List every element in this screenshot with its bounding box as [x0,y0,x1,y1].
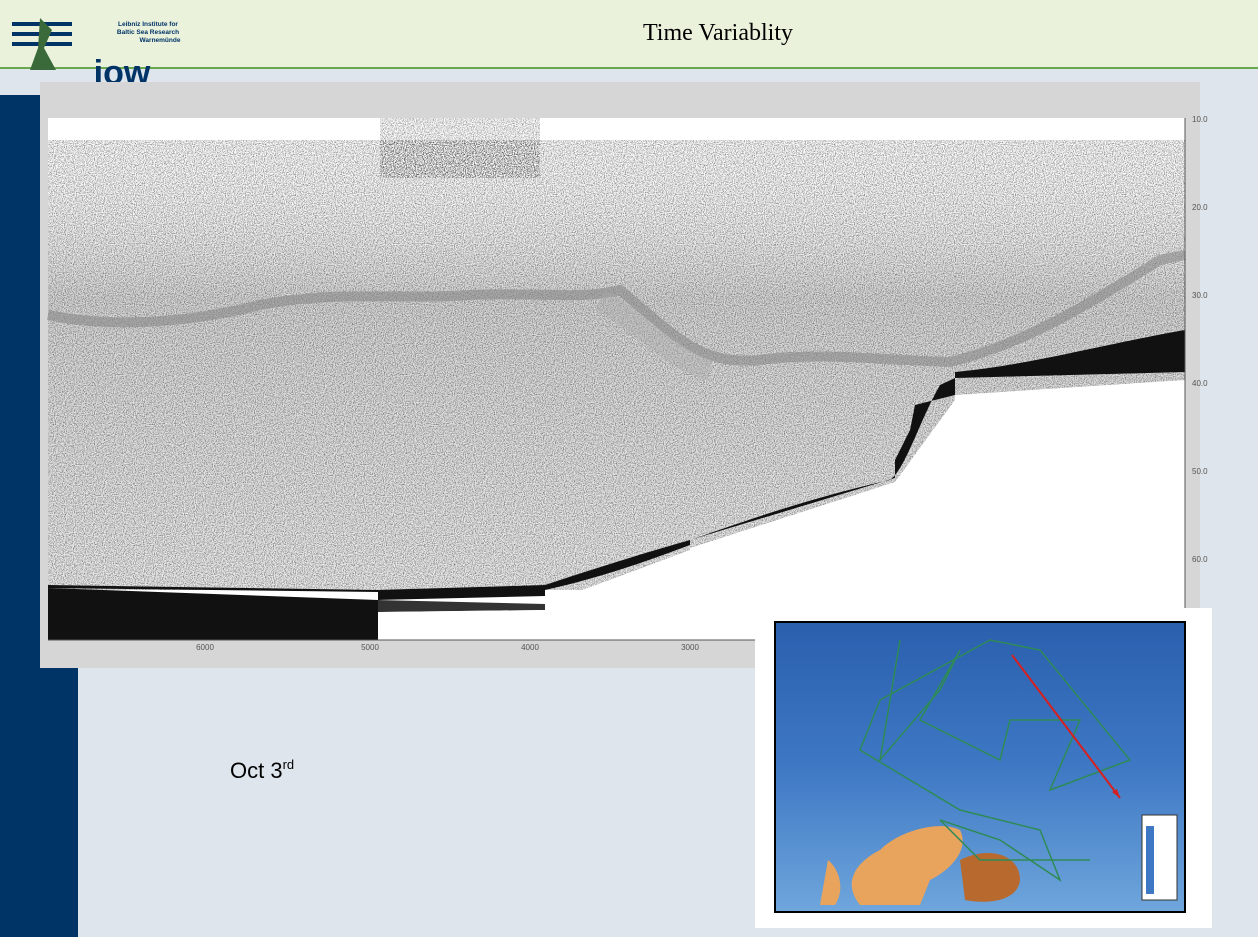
x-tick-label: 6000 [196,643,214,652]
depth-label: 10.0 [1192,115,1208,124]
depth-label: 50.0 [1192,467,1208,476]
depth-label: 60.0 [1192,555,1208,564]
depth-label: 30.0 [1192,291,1208,300]
slide: Time Variablity Leibniz Institute for Ba… [0,0,1258,937]
slide-title: Time Variablity [643,20,793,46]
caption: Oct 3rd [230,757,294,783]
slide-graphics: Time Variablity Leibniz Institute for Ba… [0,0,1258,937]
depth-label: 40.0 [1192,379,1208,388]
echogram: 6000 5000 4000 3000 10.0 20.0 30.0 40.0 … [40,82,1208,668]
caption-superscript: rd [283,757,295,772]
x-tick-label: 3000 [681,643,699,652]
logo-line: Warnemünde [140,37,181,44]
logo-line: Leibniz Institute for [118,21,178,28]
x-tick-label: 4000 [521,643,539,652]
header-bar [0,0,1258,68]
map [755,608,1212,928]
caption-text: Oct 3 [230,758,283,783]
logo-line: Baltic Sea Research [117,29,179,36]
x-tick-label: 5000 [361,643,379,652]
depth-label: 20.0 [1192,203,1208,212]
